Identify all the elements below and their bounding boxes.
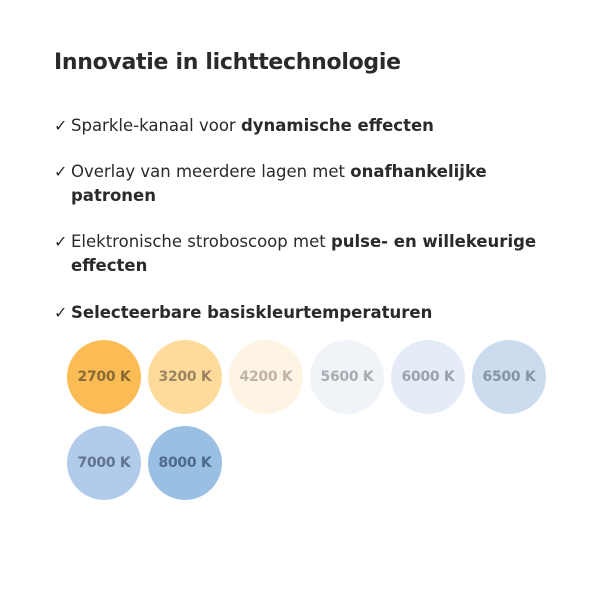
feature-item: ✓ Elektronische stroboscoop met pulse- e… (54, 230, 544, 278)
checkmark-icon: ✓ (54, 162, 68, 181)
feature-item: ✓ Selecteerbare basiskleurtemperaturen (54, 301, 544, 325)
feature-text: Overlay van meerdere lagen met (71, 162, 351, 181)
feature-text: Elektronische stroboscoop met (71, 232, 331, 251)
temperature-swatch: 5600 K (310, 340, 384, 414)
feature-highlight: Selecteerbare basiskleurtemperaturen (71, 303, 433, 322)
temperature-swatch: 7000 K (67, 426, 141, 500)
temperature-swatch: 8000 K (148, 426, 222, 500)
feature-text: Sparkle-kanaal voor (71, 116, 241, 135)
temperature-swatch: 6000 K (391, 340, 465, 414)
feature-item: ✓ Overlay van meerdere lagen met onafhan… (54, 160, 544, 208)
feature-highlight: dynamische effecten (240, 116, 434, 135)
checkmark-icon: ✓ (54, 116, 68, 135)
temperature-swatch: 6500 K (472, 340, 546, 414)
feature-highlight: pulse- en willekeurige effecten (71, 232, 537, 275)
feature-highlight: onafhankelijke patronen (71, 162, 487, 205)
temperature-swatch: 3200 K (148, 340, 222, 414)
temperature-swatch: 2700 K (67, 340, 141, 414)
checkmark-icon: ✓ (54, 232, 68, 251)
checkmark-icon: ✓ (54, 303, 68, 322)
page-title: Innovatie in lichttechnologie (54, 50, 401, 75)
temperature-swatch: 4200 K (229, 340, 303, 414)
feature-item: ✓ Sparkle-kanaal voor dynamische effecte… (54, 114, 544, 138)
